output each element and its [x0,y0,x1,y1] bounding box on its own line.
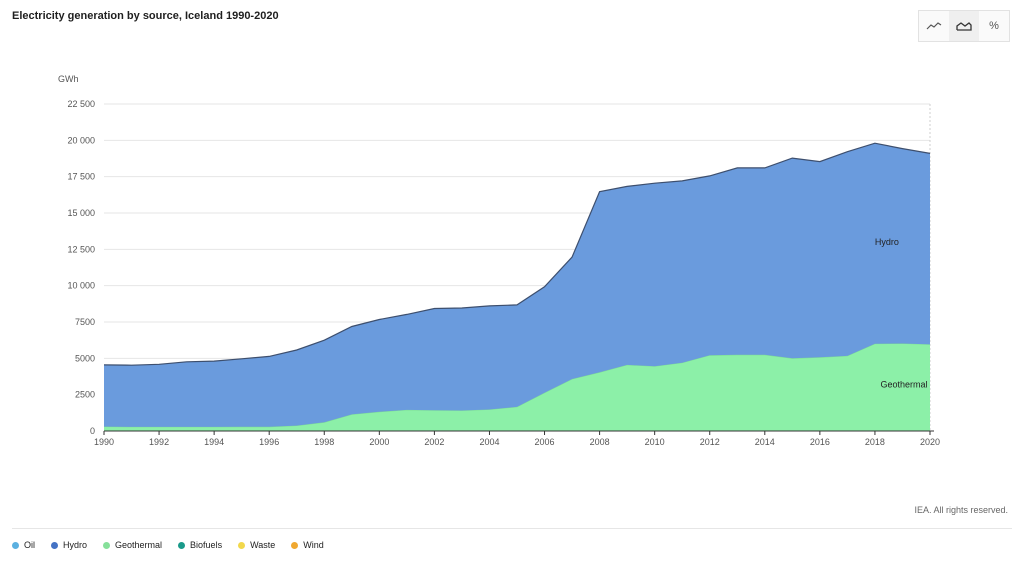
legend-item-oil[interactable]: Oil [12,540,35,550]
legend: Oil Hydro Geothermal Biofuels Waste Wind [12,540,324,550]
y-tick-label: 20 000 [67,135,95,145]
copyright-credit: IEA. All rights reserved. [914,505,1008,515]
legend-dot [103,541,111,549]
x-tick-label: 2014 [755,437,775,447]
area-view-button[interactable] [949,11,979,41]
legend-divider [12,528,1012,529]
chart-title: Electricity generation by source, Icelan… [12,10,279,22]
y-tick-label: 22 500 [67,99,95,109]
series-annotation: Hydro [875,237,899,247]
y-tick-label: 2500 [75,390,95,400]
y-tick-label: 5000 [75,353,95,363]
x-tick-label: 2002 [424,437,444,447]
x-tick-label: 2020 [920,437,940,447]
y-tick-label: 15 000 [67,208,95,218]
area-series-geothermal [104,343,930,431]
legend-dot [12,541,19,549]
area-series-hydro [104,143,930,427]
y-tick-label: 17 500 [67,172,95,182]
legend-dot [291,541,299,549]
x-tick-label: 2004 [479,437,499,447]
x-tick-label: 2008 [590,437,610,447]
line-view-button[interactable] [919,11,949,41]
legend-item-hydro[interactable]: Hydro [51,540,87,550]
y-tick-label: 0 [90,426,95,436]
legend-item-waste[interactable]: Waste [238,540,275,550]
x-tick-label: 2006 [535,437,555,447]
y-tick-label: 7500 [75,317,95,327]
legend-label: Geothermal [115,540,163,550]
area-chart: GWh 0 2500 5000 7500 10 000 12 500 15 000 17 500… [58,74,940,447]
legend-item-biofuels[interactable]: Biofuels [178,540,222,550]
legend-dot [51,541,58,549]
y-axis-unit-label: GWh [58,74,79,84]
x-tick-label: 2000 [369,437,389,447]
chart-type-toolbar: % [918,10,1010,42]
x-tick-label: 1998 [314,437,334,447]
legend-label: Waste [250,540,276,550]
x-tick-label: 1994 [204,437,224,447]
legend-label: Oil [24,540,35,550]
y-tick-label: 12 500 [67,244,95,254]
x-tick-label: 1996 [259,437,279,447]
x-tick-label: 1992 [149,437,169,447]
x-tick-label: 2012 [700,437,720,447]
legend-item-wind[interactable]: Wind [291,540,324,550]
x-tick-label: 2016 [810,437,830,447]
x-tick-label: 2010 [645,437,665,447]
x-tick-label: 2018 [865,437,885,447]
legend-item-geothermal[interactable]: Geothermal [103,540,162,550]
series-top-line-hydro [103,142,931,366]
legend-dot [178,541,186,549]
legend-label: Hydro [63,540,88,550]
legend-label: Biofuels [190,540,223,550]
area-chart-icon [956,22,972,31]
x-tick-label: 1990 [94,437,114,447]
percent-view-button[interactable]: % [979,11,1009,41]
line-chart-icon [926,22,942,30]
y-tick-label: 10 000 [67,281,95,291]
legend-label: Wind [303,540,324,550]
legend-dot [238,541,246,549]
series-annotation: Geothermal [880,379,927,389]
percent-icon: % [989,20,999,32]
